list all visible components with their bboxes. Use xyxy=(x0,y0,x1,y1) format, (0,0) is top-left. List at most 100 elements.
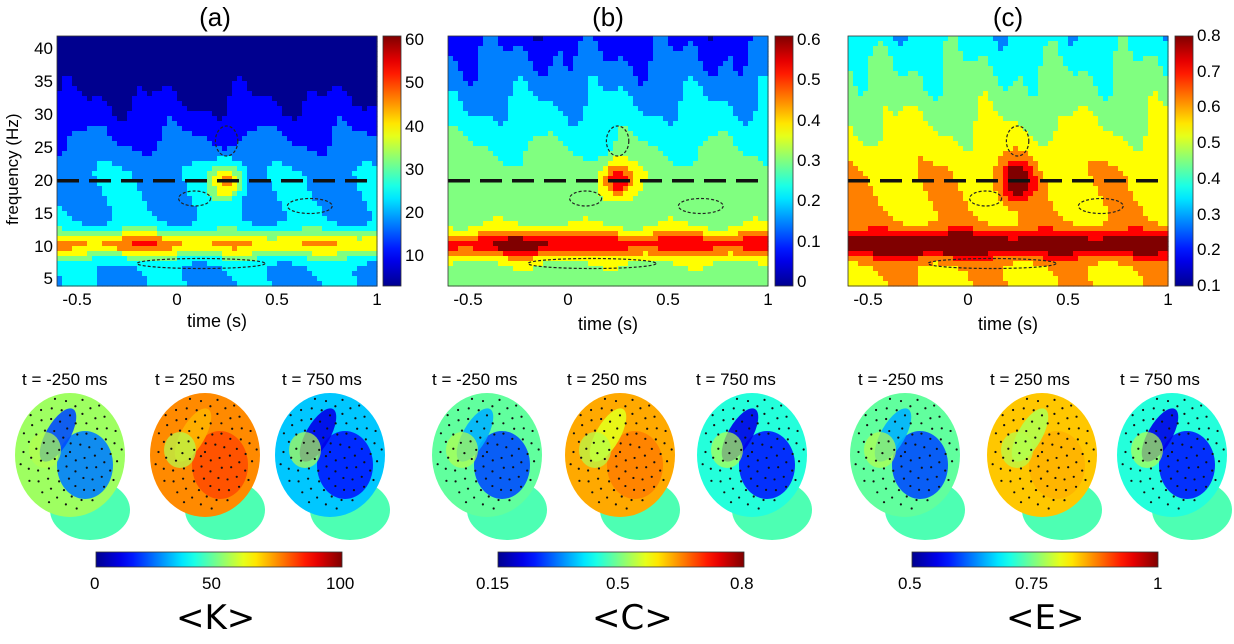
heatmap-cell xyxy=(257,76,263,82)
heatmap-cell xyxy=(678,136,684,142)
heatmap-cell xyxy=(147,216,153,222)
heatmap-cell xyxy=(257,251,263,257)
heatmap-cell xyxy=(227,136,233,142)
heatmap-cell xyxy=(67,71,73,77)
heatmap-cell xyxy=(563,56,569,62)
heatmap-cell xyxy=(102,181,108,187)
heatmap-cell xyxy=(102,256,108,262)
heatmap-cell xyxy=(152,221,158,227)
heatmap-cell xyxy=(72,221,78,227)
heatmap-cell xyxy=(77,36,83,42)
heatmap-cell xyxy=(763,36,769,42)
heatmap-cell xyxy=(743,36,749,42)
heatmap-cell xyxy=(112,261,118,267)
heatmap-cell xyxy=(473,56,479,62)
heatmap-cell xyxy=(347,211,353,217)
heatmap-cell xyxy=(247,146,253,152)
heatmap-cell xyxy=(578,51,584,57)
heatmap-cell xyxy=(272,226,278,232)
heatmap-cell xyxy=(117,186,123,192)
heatmap-cell xyxy=(282,101,288,107)
heatmap-cell xyxy=(493,101,499,107)
heatmap-cell xyxy=(673,171,679,177)
heatmap-cell xyxy=(102,251,108,257)
heatmap-cell xyxy=(82,206,88,212)
heatmap-cell xyxy=(683,76,689,82)
heatmap-cell xyxy=(758,146,764,152)
heatmap-cell xyxy=(703,106,709,112)
heatmap-cell xyxy=(92,161,98,167)
heatmap-cell xyxy=(473,91,479,97)
heatmap-cell xyxy=(448,171,454,177)
heatmap-cell xyxy=(372,141,378,147)
heatmap-cell xyxy=(573,156,579,162)
heatmap-cell xyxy=(157,271,163,277)
heatmap-cell xyxy=(468,116,474,122)
heatmap-cell xyxy=(302,101,308,107)
heatmap-cell xyxy=(342,236,348,242)
heatmap-cell xyxy=(277,61,283,67)
heatmap-cell xyxy=(748,146,754,152)
heatmap-cell xyxy=(162,91,168,97)
heatmap-cell xyxy=(623,51,629,57)
heatmap-cell xyxy=(67,91,73,97)
heatmap-cell xyxy=(97,221,103,227)
heatmap-cell xyxy=(332,66,338,72)
heatmap-cell xyxy=(162,266,168,272)
heatmap-cell xyxy=(347,126,353,132)
heatmap-cell xyxy=(232,46,238,52)
heatmap-cell xyxy=(87,231,93,237)
heatmap-cell xyxy=(568,36,574,42)
heatmap-cell xyxy=(748,141,754,147)
heatmap-cell xyxy=(107,166,113,172)
heatmap-cell xyxy=(668,146,674,152)
heatmap-cell xyxy=(693,46,699,52)
heatmap-cell xyxy=(147,166,153,172)
heatmap-cell xyxy=(67,166,73,172)
heatmap-cell xyxy=(463,116,469,122)
heatmap-cell xyxy=(513,51,519,57)
heatmap-cell xyxy=(217,201,223,207)
heatmap-cell xyxy=(623,116,629,122)
heatmap-cell xyxy=(182,251,188,257)
heatmap-cell xyxy=(488,146,494,152)
heatmap-cell xyxy=(357,196,363,202)
heatmap-cell xyxy=(698,76,704,82)
heatmap-cell xyxy=(302,196,308,202)
heatmap-cell xyxy=(247,211,253,217)
heatmap-cell xyxy=(473,111,479,117)
heatmap-cell xyxy=(663,101,669,107)
heatmap-cell xyxy=(257,81,263,87)
heatmap-cell xyxy=(322,186,328,192)
heatmap-cell xyxy=(257,216,263,222)
heatmap-cell xyxy=(192,171,198,177)
heatmap-cell xyxy=(708,51,714,57)
heatmap-cell xyxy=(207,56,213,62)
heatmap-cell xyxy=(458,56,464,62)
heatmap-cell xyxy=(92,101,98,107)
heatmap-cell xyxy=(523,116,529,122)
heatmap-cell xyxy=(162,141,168,147)
heatmap-cell xyxy=(758,136,764,142)
heatmap-cell xyxy=(653,131,659,137)
heatmap-cell xyxy=(232,261,238,267)
heatmap-cell xyxy=(107,211,113,217)
heatmap-cell xyxy=(222,206,228,212)
heatmap-cell xyxy=(57,206,63,212)
heatmap-cell xyxy=(307,176,313,182)
heatmap-cell xyxy=(558,46,564,52)
heatmap-cell xyxy=(182,176,188,182)
heatmap-cell xyxy=(683,51,689,57)
heatmap-cell xyxy=(247,46,253,52)
heatmap-cell xyxy=(713,171,719,177)
heatmap-cell xyxy=(117,146,123,152)
heatmap-cell xyxy=(362,196,368,202)
heatmap-cell xyxy=(87,181,93,187)
heatmap-cell xyxy=(307,271,313,277)
heatmap-cell xyxy=(693,131,699,137)
heatmap-cell xyxy=(217,246,223,252)
heatmap-cell xyxy=(72,146,78,152)
heatmap-cell xyxy=(332,36,338,42)
heatmap-cell xyxy=(112,91,118,97)
heatmap-cell xyxy=(573,91,579,97)
